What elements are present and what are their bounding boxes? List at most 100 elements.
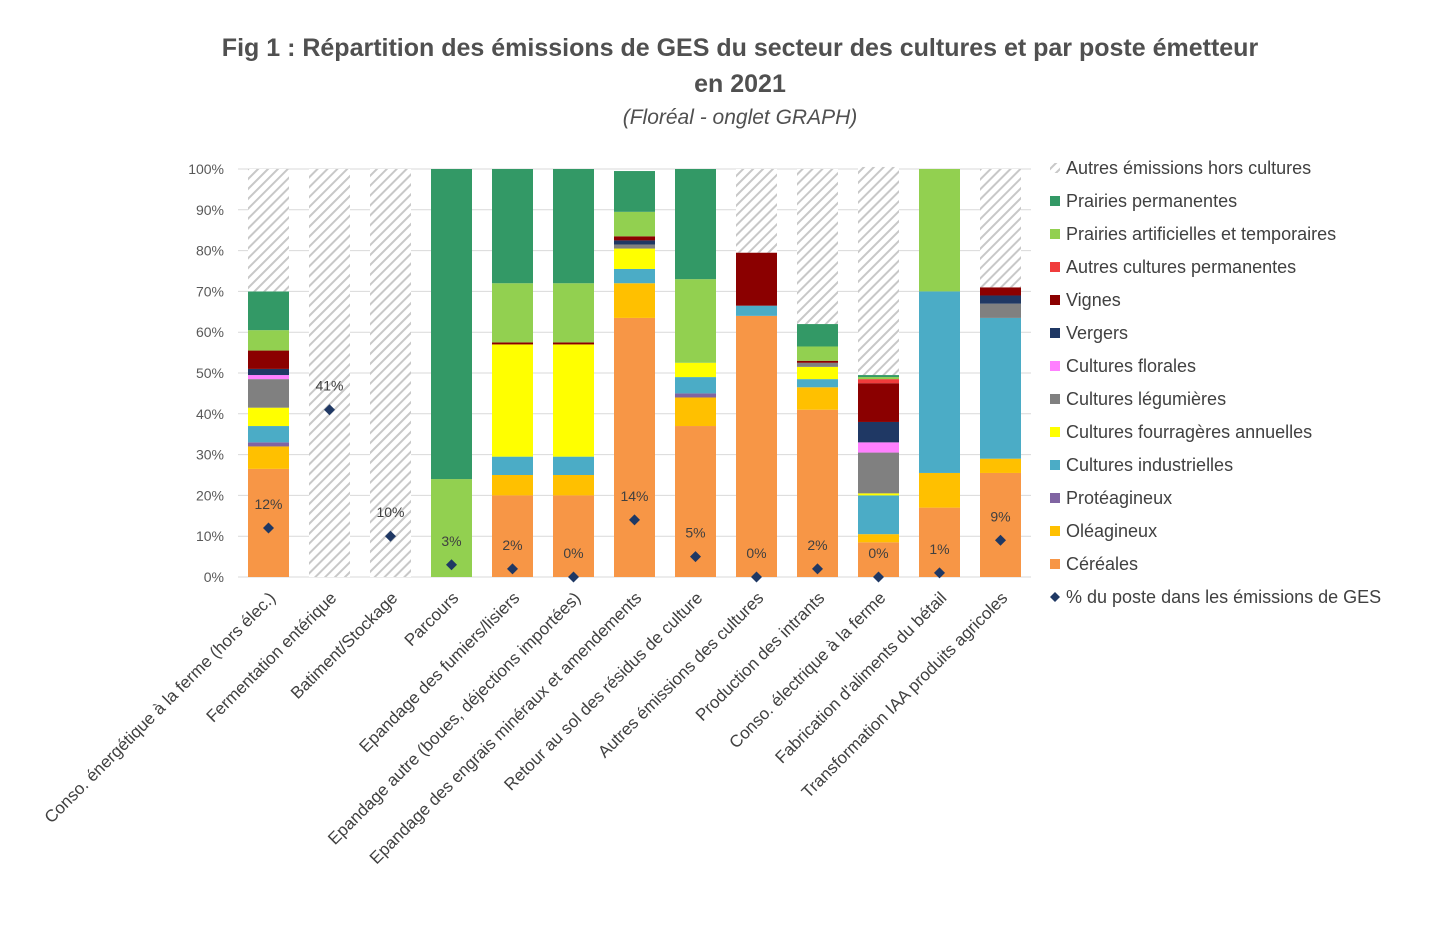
share-markers: 12% 41% 10% 3% 2% 0% 14% 5% 0% 2% 0% 1% 9% (254, 378, 1011, 583)
x-category-label: Conso. énergétique à la ferme (hors élec… (41, 588, 280, 827)
bar-segment-vergers (980, 295, 1021, 304)
bar-segment-cultures-industrielles (980, 317, 1021, 459)
bar-segment-cultures-l-gumi-res (797, 362, 838, 367)
legend-swatch (1050, 361, 1060, 371)
share-data-label: 0% (563, 545, 583, 561)
bar-segment-ol-agineux (797, 387, 838, 410)
bar-segment-prairies-artificielles-et-temporaires (614, 211, 655, 237)
bar-segment-c-r-ales (553, 495, 594, 577)
bar-segment-vignes (736, 252, 777, 306)
bar-segment-vergers (248, 368, 289, 376)
bar-segment-ol-agineux (492, 475, 533, 496)
y-tick-label: 0% (204, 569, 224, 585)
bar-segment-autres-missions-hors-cultures (370, 169, 411, 577)
bar-segment-vignes (614, 236, 655, 241)
bar-segment-cultures-industrielles (492, 456, 533, 475)
bar-segment-cultures-industrielles (675, 377, 716, 394)
bar-segment-vignes (553, 342, 594, 345)
share-data-label: 10% (376, 504, 404, 520)
share-marker (568, 571, 579, 583)
share-marker (263, 522, 274, 534)
bar-segment-prairies-artificielles-et-temporaires (553, 283, 594, 343)
bar-segment-cultures-industrielles (614, 268, 655, 284)
bar-segment-vignes (858, 383, 899, 422)
bar-segment-ol-agineux (614, 283, 655, 318)
y-tick-label: 30% (196, 447, 224, 463)
bar-segment-ol-agineux (980, 458, 1021, 473)
bar-segment-ol-agineux (858, 534, 899, 543)
share-data-label: 9% (990, 508, 1010, 524)
share-data-label: 0% (868, 545, 888, 561)
bar-segment-cultures-industrielles (919, 291, 960, 473)
legend-item: Cultures industrielles (1050, 455, 1233, 475)
legend-swatch (1050, 526, 1060, 536)
y-tick-label: 50% (196, 365, 224, 381)
share-data-label: 3% (441, 533, 461, 549)
bar-segment-c-r-ales (858, 542, 899, 577)
legend-item: Cultures légumières (1050, 389, 1226, 409)
chart-subtitle: (Floréal - onglet GRAPH) (622, 106, 858, 129)
legend-item: Autres émissions hors cultures (1050, 158, 1311, 178)
x-category-label: Batiment/Stockage (287, 588, 401, 702)
chart-title-line1: Fig 1 : Répartition des émissions de GES… (221, 34, 1259, 62)
legend-label: Prairies permanentes (1066, 191, 1237, 211)
bar-segment-autres-missions-hors-cultures (309, 169, 350, 577)
bar-segment-c-r-ales (980, 472, 1021, 577)
share-marker (995, 534, 1006, 546)
bar-segment-vergers (614, 240, 655, 245)
share-marker (812, 563, 823, 575)
legend-item: % du poste dans les émissions de GES (1050, 587, 1381, 607)
share-data-label: 1% (929, 541, 949, 557)
bar-segment-cultures-l-gumi-res (614, 244, 655, 249)
share-marker (324, 404, 335, 416)
bar-segment-prairies-artificielles-et-temporaires (797, 346, 838, 361)
share-marker (873, 571, 884, 583)
y-tick-label: 10% (196, 528, 224, 544)
bar-segment-cultures-fourrag-res-annuelles (614, 248, 655, 269)
bar-segment-ol-agineux (248, 446, 289, 469)
y-axis-ticks: 0% 10% 20% 30% 40% 50% 60% 70% 80% 90% 100% (188, 161, 224, 585)
x-axis-labels: Conso. énergétique à la ferme (hors élec… (41, 588, 1012, 867)
bar-segment-vignes (248, 350, 289, 369)
bar-segment-cultures-fourrag-res-annuelles (553, 344, 594, 457)
legend-item: Vignes (1050, 290, 1121, 310)
bar-segment-prairies-artificielles-et-temporaires (492, 283, 533, 343)
bar-segment-prairies-permanentes (858, 375, 899, 378)
bar-segment-vergers (858, 421, 899, 443)
legend-item: Prairies artificielles et temporaires (1050, 224, 1336, 244)
share-marker (751, 571, 762, 583)
bar-segment-cultures-fourrag-res-annuelles (248, 407, 289, 427)
bar-segment-cultures-florales (248, 375, 289, 380)
legend-item: Vergers (1050, 323, 1128, 343)
y-tick-label: 60% (196, 324, 224, 340)
share-marker (629, 514, 640, 526)
bar-segment-autres-missions-hors-cultures (797, 169, 838, 325)
bar-segment-vignes (980, 287, 1021, 296)
legend-item: Cultures florales (1050, 356, 1196, 376)
bar-segment-cultures-l-gumi-res (248, 379, 289, 408)
bar-segment-autres-missions-hors-cultures (858, 166, 899, 376)
legend-swatch (1050, 163, 1060, 173)
bar-segment-autres-cultures-permanentes (858, 379, 899, 384)
legend-label: Vergers (1066, 323, 1128, 343)
bar-segment-cultures-fourrag-res-annuelles (858, 493, 899, 496)
legend-item: Céréales (1050, 554, 1138, 574)
bar-segment-c-r-ales (797, 409, 838, 577)
legend-label: Autres émissions hors cultures (1066, 158, 1311, 178)
legend-swatch-marker (1050, 592, 1060, 602)
bar-segment-prairies-permanentes (553, 169, 594, 284)
bar-segment-prairies-permanentes (492, 169, 533, 284)
legend-item: Cultures fourragères annuelles (1050, 422, 1312, 442)
bar-segment-cultures-fourrag-res-annuelles (675, 362, 716, 378)
bar-segment-autres-missions-hors-cultures (980, 169, 1021, 288)
legend-label: Autres cultures permanentes (1066, 257, 1296, 277)
bar-segment-ol-agineux (553, 475, 594, 496)
legend-swatch (1050, 328, 1060, 338)
bar-segment-ol-agineux (675, 397, 716, 427)
bar-segment-vignes (797, 360, 838, 363)
bar-segment-prairies-permanentes (797, 324, 838, 347)
bar-segment-prairies-artificielles-et-temporaires (675, 279, 716, 363)
legend-swatch (1050, 262, 1060, 272)
legend-label: Céréales (1066, 554, 1138, 574)
legend-item: Autres cultures permanentes (1050, 257, 1296, 277)
